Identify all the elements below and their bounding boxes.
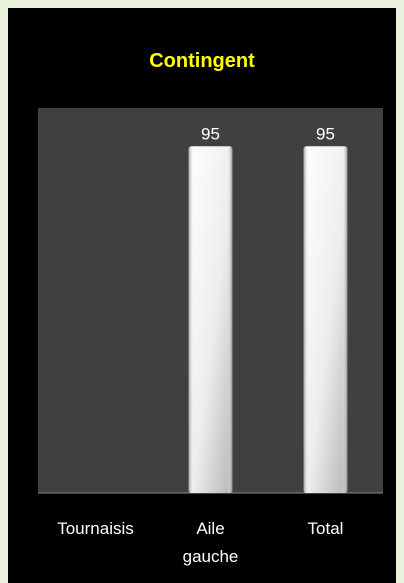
bar-shading-total (303, 146, 348, 493)
labels-group: Tournaisis 95 Aile gauche 95 Total (57, 124, 343, 566)
x-tick-label-total: Total (308, 519, 344, 538)
bar-shading-aile-gauche (188, 146, 233, 493)
chart-container: Contingent Tournaisis 95 Aile gauche 95 Total (8, 8, 396, 583)
x-tick-label-tournaisis: Tournaisis (57, 519, 134, 538)
data-label-aile-gauche: 95 (201, 124, 220, 143)
x-tick-label-aile-gauche-line2: gauche (183, 547, 239, 566)
chart-title: Contingent (149, 50, 255, 72)
bars-group (188, 146, 348, 493)
x-tick-label-aile-gauche-line1: Aile (196, 519, 224, 538)
data-label-total: 95 (316, 124, 335, 143)
bar-chart: Contingent Tournaisis 95 Aile gauche 95 Total (38, 50, 383, 566)
